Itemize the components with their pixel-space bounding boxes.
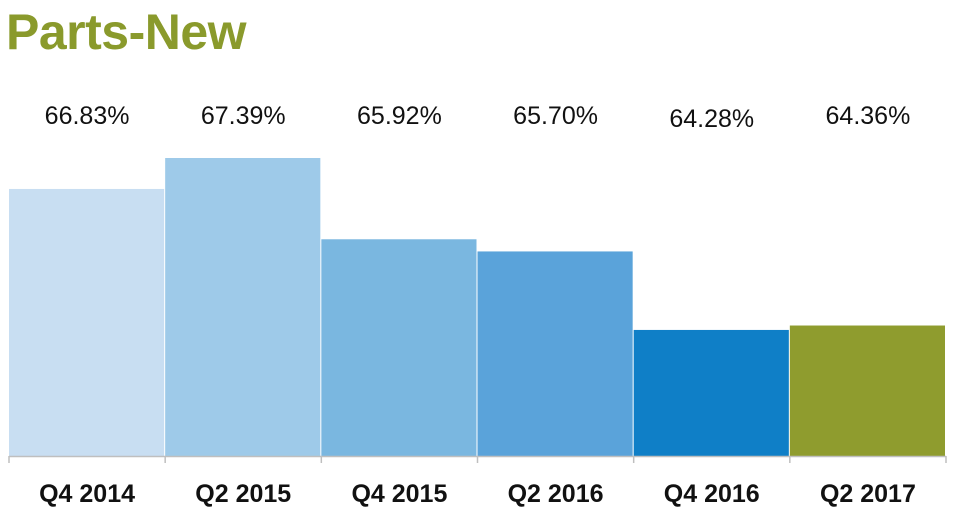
data-label: 64.28%: [669, 105, 754, 133]
bar-q4-2016: [633, 329, 789, 456]
x-tick-label: Q2 2017: [820, 480, 916, 508]
data-label: 65.70%: [513, 102, 598, 130]
x-tick-label: Q2 2015: [195, 480, 291, 508]
bar-q2-2016: [477, 251, 633, 456]
x-tick-label: Q4 2016: [664, 480, 760, 508]
x-tick-label: Q2 2016: [508, 480, 604, 508]
bar-q4-2015: [321, 239, 477, 456]
bar-q2-2015: [165, 158, 321, 456]
bar-q2-2017: [789, 325, 945, 456]
x-tick-label: Q4 2015: [351, 480, 447, 508]
bar-q4-2014: [9, 188, 165, 456]
chart-title: Parts-New: [6, 4, 247, 60]
data-label: 64.36%: [826, 102, 911, 130]
data-label: 65.92%: [357, 102, 442, 130]
data-label: 67.39%: [201, 102, 286, 130]
data-label: 66.83%: [45, 102, 130, 130]
x-tick-label: Q4 2014: [39, 480, 135, 508]
